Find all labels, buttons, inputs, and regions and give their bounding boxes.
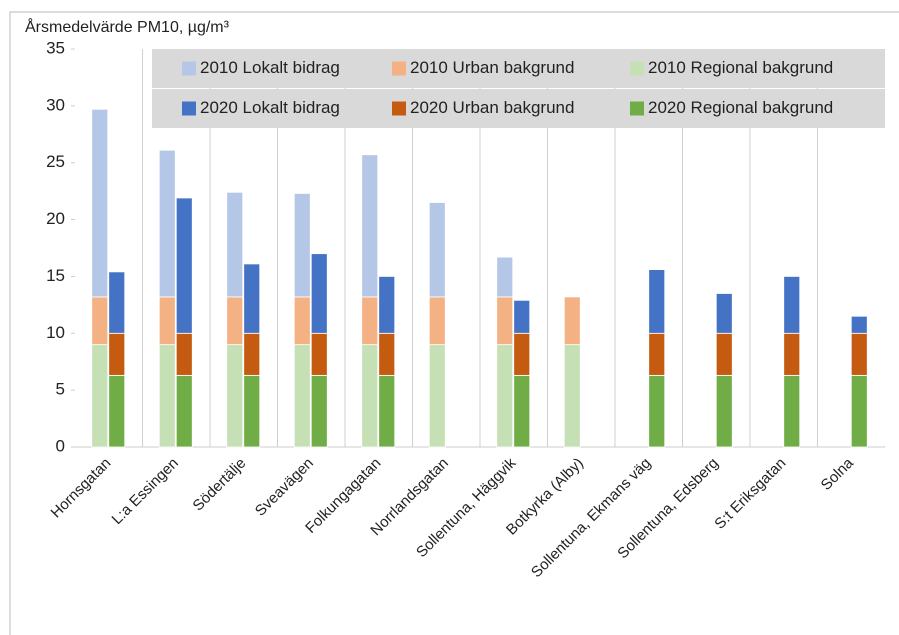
legend-swatch [182, 101, 196, 116]
bar-segment [175, 374, 193, 448]
bar-segment [91, 296, 109, 346]
bar-segment [310, 253, 328, 334]
bar-segment [428, 202, 446, 298]
bar-segment [108, 332, 126, 376]
bar-segment [293, 193, 311, 298]
bar-segment [108, 374, 126, 448]
bar-segment [293, 344, 311, 448]
bar-segment [158, 149, 176, 298]
bar-segment [293, 296, 311, 346]
legend-label: 2010 Urban bakgrund [410, 58, 574, 77]
y-tick-label: 10 [46, 323, 65, 342]
bar-segment [513, 299, 531, 334]
bar-segment [91, 108, 109, 298]
bar-segment [226, 296, 244, 346]
x-tick-label: Solna [818, 454, 858, 494]
bar-segment [715, 332, 733, 376]
bar-segment [226, 344, 244, 448]
bar-segment [715, 293, 733, 334]
bar-segment [563, 344, 581, 448]
bar-segment [563, 296, 581, 346]
x-tick-label: Södertälje [190, 455, 250, 515]
bar-segment [428, 344, 446, 448]
x-tick-label: Hornsgatan [48, 455, 115, 522]
bar-segment [850, 332, 868, 376]
bar-segment [361, 344, 379, 448]
y-tick-label: 35 [46, 38, 65, 57]
x-tick-label: L:a Essingen [109, 455, 182, 528]
legend-swatch [630, 101, 644, 116]
bar-segment [243, 332, 261, 376]
bar-segment [175, 332, 193, 376]
bar-segment [496, 296, 514, 346]
legend-background [152, 89, 885, 128]
legend-swatch [182, 61, 196, 76]
bar-segment [513, 332, 531, 376]
y-tick-label: 20 [46, 209, 65, 228]
legend-swatch [392, 61, 406, 76]
bar-segment [361, 296, 379, 346]
bar-segment [310, 332, 328, 376]
bar-segment [378, 374, 396, 448]
bar-segment [243, 374, 261, 448]
bar-segment [361, 154, 379, 298]
bar-segment [226, 191, 244, 298]
bar-segment [378, 276, 396, 334]
bar-segment [496, 344, 514, 448]
bar-segment [783, 276, 801, 334]
bar-segment [850, 374, 868, 448]
bar-segment [91, 344, 109, 448]
bar-segment [175, 197, 193, 334]
bar-segment [783, 374, 801, 448]
bar-segment [648, 374, 666, 448]
y-tick-label: 30 [46, 95, 65, 114]
bar-segment [648, 332, 666, 376]
x-tick-label: S:t Eriksgatan [711, 455, 789, 533]
bar-segment [783, 332, 801, 376]
legend-swatch [630, 61, 644, 76]
bar-segment [378, 332, 396, 376]
legend-label: 2020 Lokalt bidrag [200, 98, 340, 117]
x-tick-label: Sollentuna, Ekmans väg [528, 455, 654, 581]
y-tick-label: 15 [46, 266, 65, 285]
bar-segment [158, 344, 176, 448]
bar-segment [513, 374, 531, 448]
bar-segment [648, 269, 666, 334]
bar-segment [243, 263, 261, 334]
legend-background [152, 49, 885, 88]
bar-segment [496, 256, 514, 298]
legend-label: 2010 Lokalt bidrag [200, 58, 340, 77]
bar-segment [715, 374, 733, 448]
y-tick-label: 0 [56, 436, 65, 455]
bar-segment [108, 271, 126, 334]
legend-label: 2020 Urban bakgrund [410, 98, 574, 117]
chart-frame [9, 11, 899, 635]
bar-segment [158, 296, 176, 346]
legend-label: 2010 Regional bakgrund [648, 58, 833, 77]
x-tick-label: Sveavägen [252, 455, 317, 520]
legend-swatch [392, 101, 406, 116]
bar-segment [428, 296, 446, 346]
y-tick-label: 5 [56, 380, 65, 399]
bar-segment [310, 374, 328, 448]
bar-segment [850, 315, 868, 334]
legend-label: 2020 Regional bakgrund [648, 98, 833, 117]
y-axis-label: Årsmedelvärde PM10, µg/m³ [25, 17, 230, 36]
y-tick-label: 25 [46, 152, 65, 171]
